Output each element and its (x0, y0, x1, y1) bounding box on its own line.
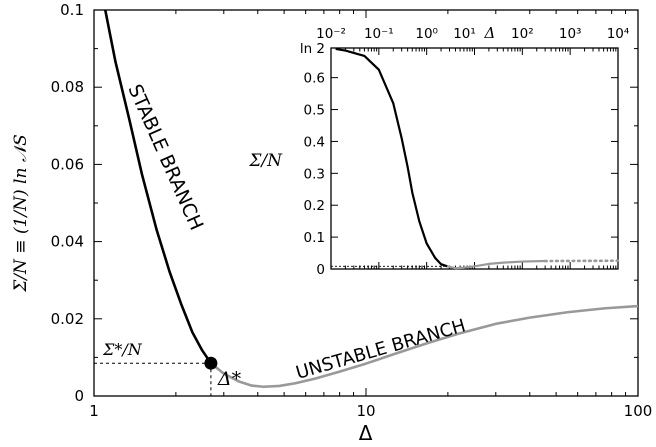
main-x-tick-label: 10 (356, 402, 375, 420)
critical-point-marker (204, 356, 218, 370)
inset-y-tick-label: 0.6 (304, 71, 325, 87)
main-y-tick-label: 0.06 (51, 155, 84, 173)
main-y-tick-label: 0.08 (51, 78, 84, 96)
main-x-tick-label: 1 (89, 402, 99, 420)
unstable-branch-label: UNSTABLE BRANCH (294, 315, 468, 384)
main-y-axis-label: Σ/N ≡ (1/N) ln 𝒩S (11, 134, 31, 292)
main-y-tick-label: 0 (74, 387, 84, 405)
main-y-tick-label: 0.1 (60, 1, 84, 19)
inset-x-tick-label: 10⁻² (316, 26, 346, 42)
inset-x-tick-label: 10¹ (453, 26, 476, 42)
inset-x-tick-label: 10⁻¹ (364, 26, 394, 42)
inset-x-tick-label: 10³ (559, 26, 582, 42)
inset-x-tick-label: 10⁴ (607, 26, 630, 42)
inset-unstable-line (446, 259, 546, 270)
inset-y-tick-label: 0.1 (304, 230, 325, 246)
main-x-tick-label: 100 (624, 402, 653, 420)
main-x-axis-label: Δ (359, 421, 373, 445)
inset-y-tick-label: 0.4 (304, 134, 325, 150)
inset-y-tick-label: 0.2 (304, 198, 325, 214)
stable-branch-label: STABLE BRANCH (123, 81, 207, 233)
inset-y-tick-label: 0.5 (304, 103, 325, 119)
delta-star-label: Δ* (217, 368, 242, 390)
sigma-star-label: Σ*/N (102, 340, 143, 359)
inset-plot-frame (330, 47, 619, 270)
inset-y-tick-label: 0.3 (304, 166, 325, 182)
inset-y-tick-label: 0 (316, 262, 325, 278)
inset-x-tick-label: 10⁰ (415, 26, 438, 42)
inset-y-axis-label: Σ/N (248, 151, 283, 171)
inset-ln2-label: ln 2 (300, 41, 325, 57)
main-y-tick-label: 0.02 (51, 310, 84, 328)
inset-stable-line (335, 47, 448, 268)
main-unstable-branch-line (210, 304, 639, 389)
main-y-tick-label: 0.04 (51, 233, 84, 251)
main-stable-branch-line (103, 9, 212, 364)
inset-x-axis-label: Δ (483, 24, 495, 42)
inset-x-tick-label: 10² (511, 26, 534, 42)
